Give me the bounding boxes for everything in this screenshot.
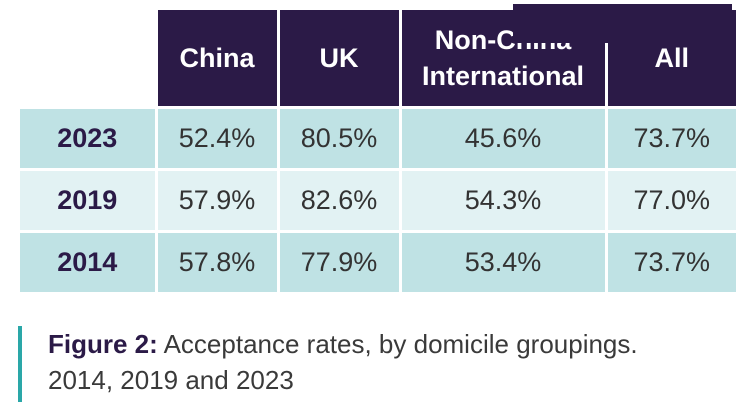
header-china: China [154,10,278,108]
cell-all: 77.0% [604,168,736,232]
row-year: 2014 [20,230,156,292]
caption-line2: 2014, 2019 and 2023 [48,365,294,395]
caption-text: Acceptance rates, by domicile groupings. [157,329,638,359]
header-non-china-line2: International [421,61,584,91]
cell-all: 73.7% [604,106,736,170]
header-uk: UK [276,10,400,108]
cell-non-china: 54.3% [398,168,606,232]
cell-all: 73.7% [604,230,736,292]
caption-label: Figure 2: [48,329,158,359]
cell-uk: 77.9% [276,230,400,292]
table-header-row: China UK Non-China International All [20,10,736,108]
cell-china: 57.9% [154,168,278,232]
cell-uk: 82.6% [276,168,400,232]
cell-china: 52.4% [154,106,278,170]
row-year: 2019 [20,168,156,232]
table-row: 2023 52.4% 80.5% 45.6% 73.7% [20,106,736,170]
row-year: 2023 [20,106,156,170]
table-row: 2014 57.8% 77.9% 53.4% 73.7% [20,230,736,292]
acceptance-rates-table-wrap: China UK Non-China International All 202… [20,10,736,292]
acceptance-rates-table: China UK Non-China International All 202… [20,10,736,292]
cell-china: 57.8% [154,230,278,292]
header-overlay-block [513,4,732,43]
header-blank-cell [20,10,156,108]
table-row: 2019 57.9% 82.6% 54.3% 77.0% [20,168,736,232]
cell-non-china: 45.6% [398,106,606,170]
cell-uk: 80.5% [276,106,400,170]
figure-caption: Figure 2: Acceptance rates, by domicile … [18,326,718,402]
cell-non-china: 53.4% [398,230,606,292]
